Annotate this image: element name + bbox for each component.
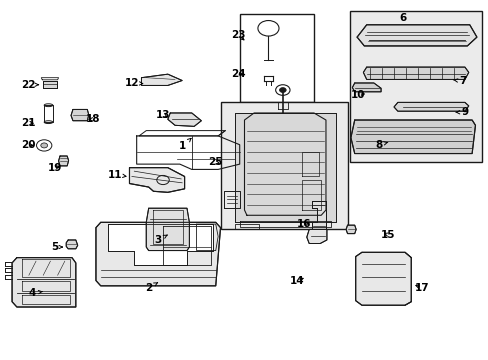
Polygon shape [306, 229, 326, 243]
Polygon shape [108, 224, 213, 265]
Text: 6: 6 [398, 13, 406, 23]
Polygon shape [96, 222, 220, 286]
Polygon shape [129, 168, 184, 192]
Text: 16: 16 [297, 219, 311, 229]
Text: 20: 20 [20, 140, 35, 150]
Text: 12: 12 [124, 78, 142, 88]
Text: 22: 22 [20, 80, 39, 90]
Polygon shape [363, 67, 468, 80]
Text: 4: 4 [29, 288, 42, 298]
Circle shape [279, 87, 285, 93]
Polygon shape [66, 240, 78, 249]
Polygon shape [146, 208, 189, 251]
Polygon shape [346, 225, 355, 234]
Text: 18: 18 [85, 114, 100, 124]
Polygon shape [393, 102, 468, 111]
Text: 2: 2 [145, 283, 157, 293]
Text: 13: 13 [156, 110, 170, 120]
Text: 8: 8 [374, 140, 387, 150]
Polygon shape [141, 74, 182, 85]
Text: 19: 19 [48, 163, 62, 173]
Bar [239, 14, 313, 102]
Text: 9: 9 [455, 107, 468, 117]
Text: 25: 25 [208, 157, 223, 167]
Text: 23: 23 [231, 30, 245, 40]
Text: 15: 15 [380, 230, 395, 240]
Circle shape [41, 143, 47, 148]
Text: 11: 11 [108, 170, 126, 180]
Text: 24: 24 [231, 69, 245, 79]
Polygon shape [71, 109, 89, 121]
Polygon shape [356, 25, 476, 46]
Polygon shape [350, 120, 474, 154]
Text: 21: 21 [20, 118, 35, 128]
Polygon shape [234, 113, 335, 222]
Text: 5: 5 [51, 242, 62, 252]
Polygon shape [311, 201, 325, 229]
Text: 10: 10 [350, 90, 365, 100]
Bar [220, 102, 347, 229]
Polygon shape [43, 81, 57, 88]
Text: 14: 14 [289, 275, 304, 285]
Text: 7: 7 [452, 76, 465, 86]
Polygon shape [12, 258, 76, 307]
Text: 1: 1 [178, 138, 191, 152]
Polygon shape [355, 252, 410, 305]
Polygon shape [167, 113, 201, 126]
Polygon shape [351, 83, 380, 92]
Text: 3: 3 [154, 235, 167, 245]
Polygon shape [59, 156, 68, 166]
Text: 17: 17 [414, 283, 428, 293]
Bar [349, 11, 481, 162]
